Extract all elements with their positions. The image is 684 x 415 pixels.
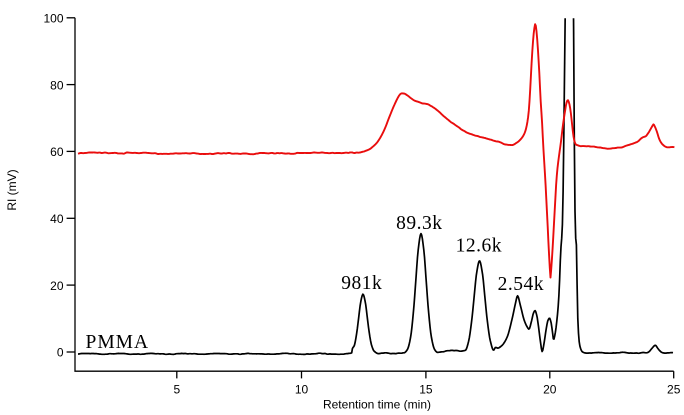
svg-text:60: 60 bbox=[50, 145, 64, 159]
svg-text:981k: 981k bbox=[341, 273, 382, 294]
svg-text:PMMA: PMMA bbox=[86, 332, 150, 353]
svg-text:5: 5 bbox=[173, 383, 180, 397]
svg-text:40: 40 bbox=[50, 212, 64, 226]
svg-text:25: 25 bbox=[667, 383, 681, 397]
svg-text:20: 20 bbox=[543, 383, 557, 397]
svg-text:10: 10 bbox=[295, 383, 309, 397]
svg-text:20: 20 bbox=[50, 279, 64, 293]
svg-text:89.3k: 89.3k bbox=[396, 213, 442, 234]
svg-text:100: 100 bbox=[43, 11, 63, 25]
svg-text:15: 15 bbox=[419, 383, 433, 397]
svg-text:12.6k: 12.6k bbox=[456, 236, 502, 257]
svg-text:0: 0 bbox=[57, 346, 64, 360]
svg-text:2.54k: 2.54k bbox=[498, 274, 544, 295]
svg-text:80: 80 bbox=[50, 78, 64, 92]
svg-text:RI (mV): RI (mV) bbox=[5, 169, 19, 210]
svg-text:Retention time (min): Retention time (min) bbox=[323, 398, 431, 412]
